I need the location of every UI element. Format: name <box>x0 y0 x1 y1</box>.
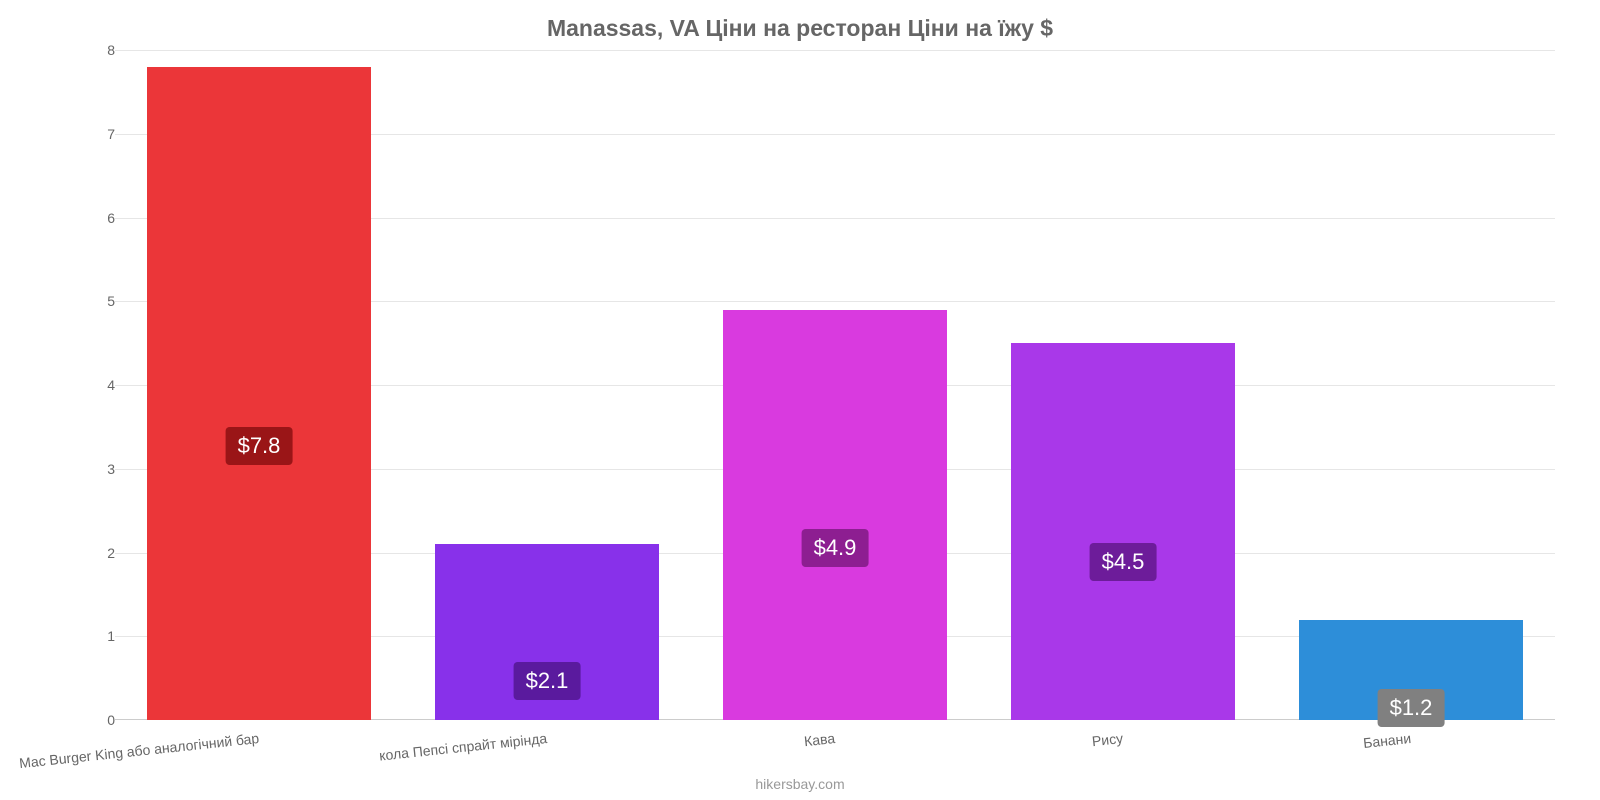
value-label: $4.9 <box>802 529 869 567</box>
y-tick-label: 4 <box>107 377 115 393</box>
value-label: $1.2 <box>1378 689 1445 727</box>
credit-text: hikersbay.com <box>755 776 844 792</box>
chart-title: Manassas, VA Ціни на ресторан Ціни на їж… <box>0 0 1600 42</box>
x-axis-label: Mac Burger King або аналогічний бар <box>0 730 260 777</box>
chart-container: Manassas, VA Ціни на ресторан Ціни на їж… <box>0 0 1600 800</box>
y-tick-label: 3 <box>107 461 115 477</box>
plot-area: $7.8Mac Burger King або аналогічний бар$… <box>115 50 1555 720</box>
y-tick-label: 7 <box>107 126 115 142</box>
y-tick-label: 2 <box>107 545 115 561</box>
value-label: $4.5 <box>1090 543 1157 581</box>
y-tick-label: 1 <box>107 628 115 644</box>
x-axis-label: кола Пепсі спрайт мірінда <box>248 730 548 777</box>
bar <box>147 67 372 720</box>
bar <box>1011 343 1236 720</box>
x-axis-label: Банани <box>1112 730 1412 777</box>
y-axis: 012345678 <box>85 50 115 720</box>
value-label: $7.8 <box>226 427 293 465</box>
bar <box>723 310 948 720</box>
x-axis-label: Рису <box>824 730 1124 777</box>
y-tick-label: 5 <box>107 293 115 309</box>
y-tick-label: 8 <box>107 42 115 58</box>
x-axis-label: Кава <box>536 730 836 777</box>
value-label: $2.1 <box>514 662 581 700</box>
y-tick-label: 6 <box>107 210 115 226</box>
y-tick-label: 0 <box>107 712 115 728</box>
gridline <box>115 50 1555 51</box>
